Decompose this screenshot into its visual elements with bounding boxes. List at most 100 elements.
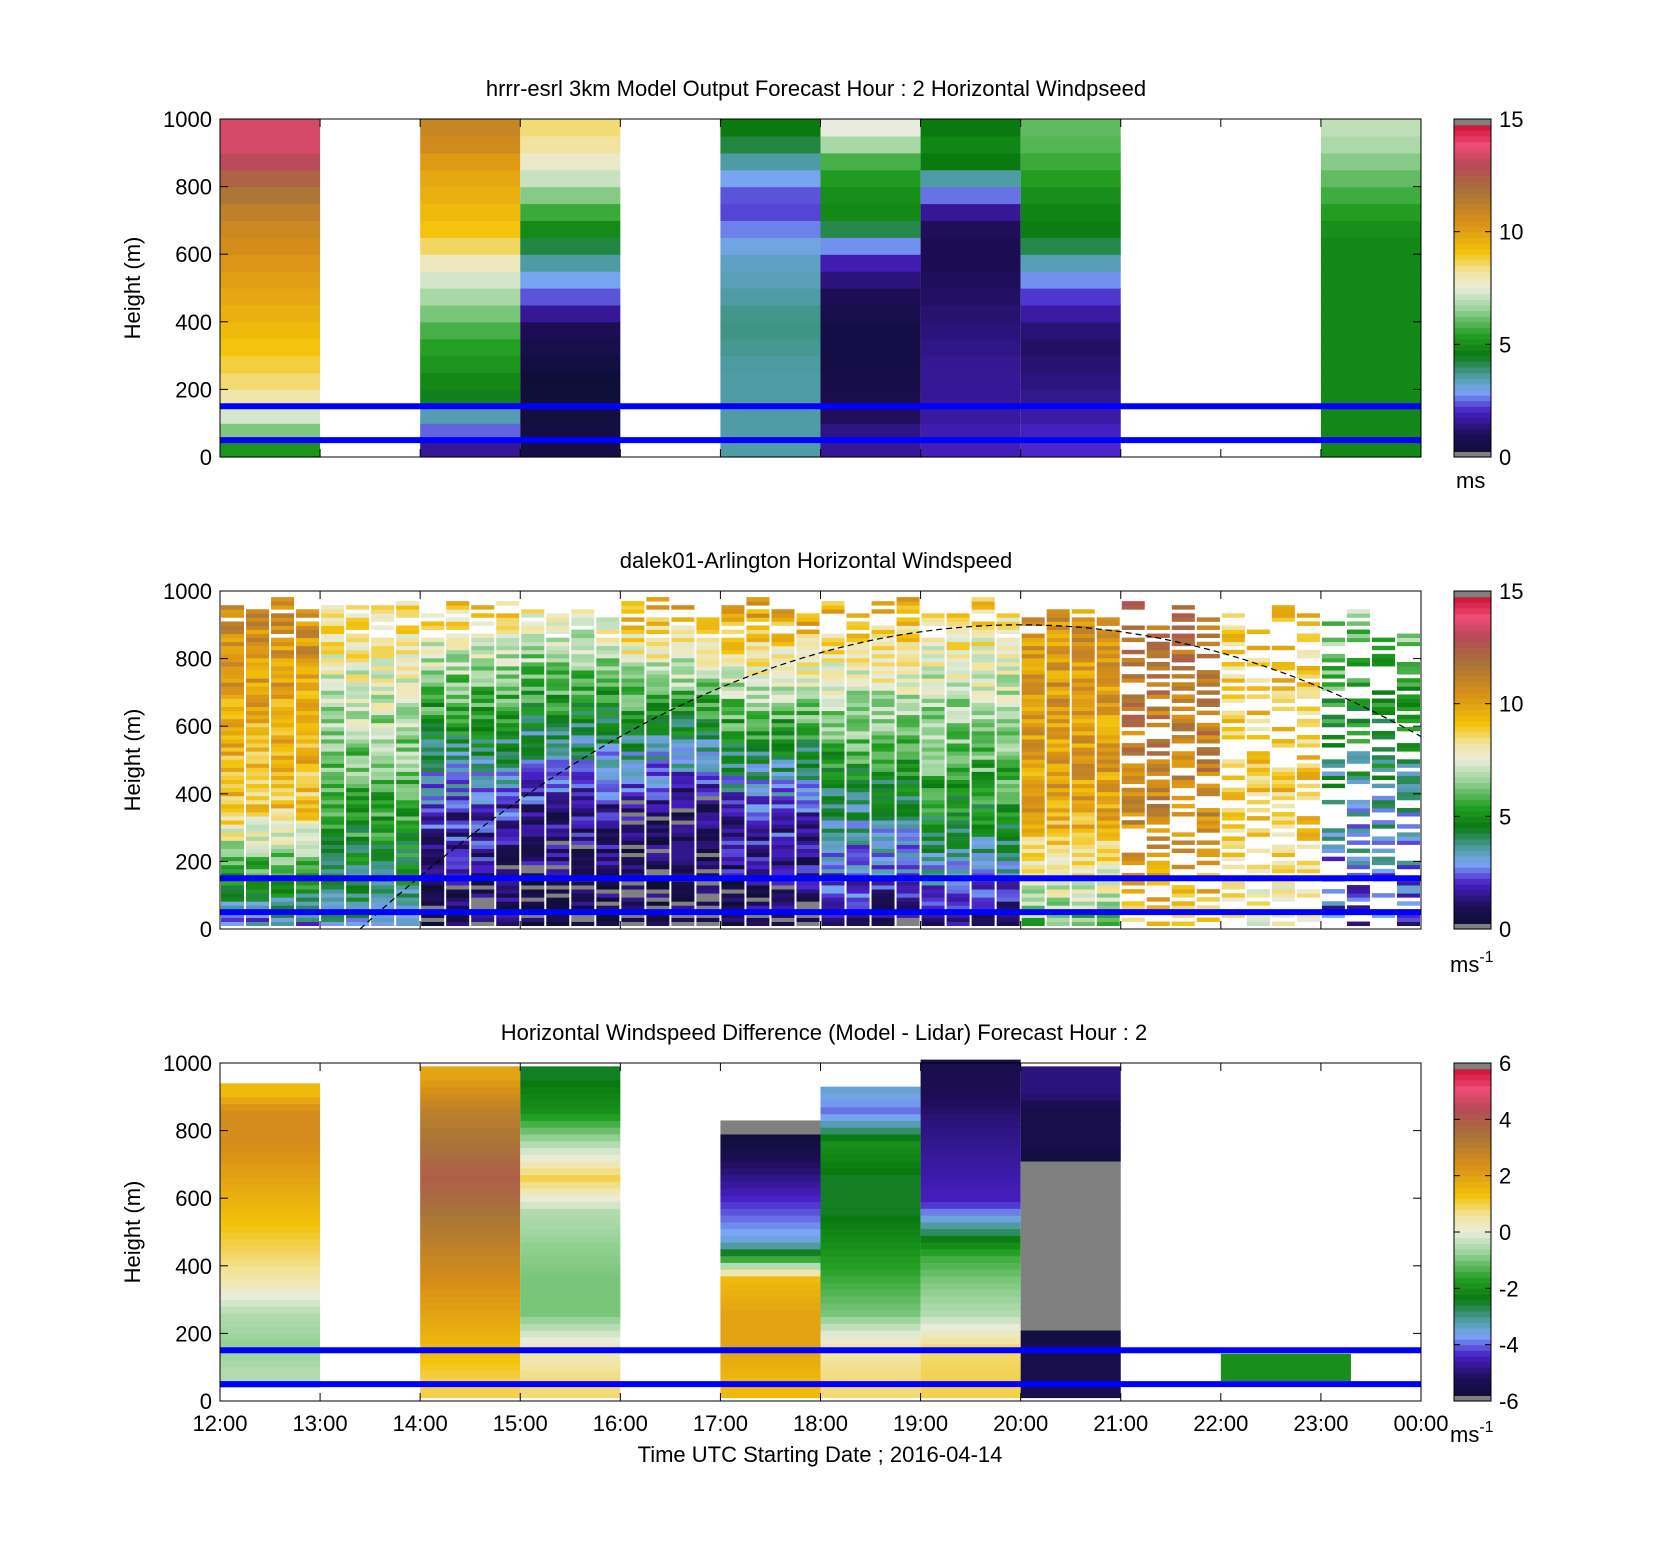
heatmap-cell	[921, 743, 945, 748]
heatmap-cell	[1271, 783, 1295, 789]
heatmap-cell	[971, 820, 995, 825]
heatmap-cell	[946, 852, 970, 858]
heatmap-cell	[421, 820, 445, 825]
heatmap-cell	[721, 657, 745, 663]
heatmap-cell	[1271, 726, 1295, 732]
heatmap-cell	[921, 872, 945, 878]
heatmap-cell	[1220, 1360, 1351, 1368]
heatmap-cell	[946, 657, 970, 663]
heatmap-cell	[421, 698, 445, 703]
colorbar-segment	[1454, 1215, 1491, 1222]
heatmap-cell	[646, 694, 670, 699]
heatmap-cell	[921, 921, 945, 927]
heatmap-cell	[796, 702, 820, 707]
heatmap-cell	[1071, 743, 1095, 748]
heatmap-cell	[771, 820, 795, 825]
heatmap-cell	[471, 872, 495, 878]
heatmap-cell	[1146, 921, 1170, 927]
heatmap-cell	[996, 775, 1020, 781]
heatmap-cell	[1021, 734, 1045, 740]
heatmap-cell	[720, 1275, 821, 1284]
heatmap-cell	[896, 848, 920, 854]
heatmap-cell	[1246, 710, 1270, 716]
heatmap-cell	[746, 674, 770, 679]
heatmap-cell	[871, 710, 895, 716]
heatmap-cell	[220, 169, 321, 188]
heatmap-cell	[646, 678, 670, 683]
heatmap-cell	[971, 767, 995, 772]
heatmap-cell	[296, 702, 320, 707]
heatmap-cell	[996, 917, 1020, 922]
heatmap-cell	[871, 868, 895, 874]
heatmap-cell	[646, 775, 670, 781]
heatmap-cell	[1046, 775, 1070, 781]
heatmap-cell	[1020, 1106, 1121, 1115]
heatmap-cell	[446, 807, 470, 813]
heatmap-cell	[1371, 848, 1395, 854]
heatmap-cell	[446, 795, 470, 801]
heatmap-cell	[246, 633, 270, 639]
heatmap-cell	[521, 670, 545, 675]
heatmap-cell	[471, 775, 495, 781]
heatmap-cell	[696, 714, 720, 720]
heatmap-cell	[1396, 743, 1420, 748]
heatmap-cell	[996, 840, 1020, 845]
heatmap-cell	[746, 763, 770, 768]
heatmap-cell	[346, 706, 370, 712]
heatmap-cell	[1021, 698, 1045, 703]
heatmap-cell	[1271, 609, 1295, 614]
heatmap-cell	[221, 698, 245, 703]
heatmap-cell	[1271, 613, 1295, 618]
colorbar-segment	[1454, 855, 1491, 862]
heatmap-cell	[1021, 751, 1045, 756]
heatmap-cell	[420, 1154, 521, 1162]
heatmap-cell	[1321, 828, 1345, 833]
heatmap-cell	[346, 881, 370, 886]
heatmap-cell	[221, 901, 245, 906]
colorbar-segment	[1454, 242, 1491, 250]
heatmap-cell	[1046, 893, 1070, 898]
heatmap-cell	[421, 649, 445, 655]
heatmap-cell	[920, 1106, 1021, 1115]
heatmap-cell	[371, 779, 395, 785]
heatmap-cell	[446, 803, 470, 809]
heatmap-cell	[820, 220, 921, 238]
heatmap-cell	[496, 799, 520, 805]
heatmap-cell	[1071, 747, 1095, 752]
heatmap-cell	[671, 840, 695, 845]
heatmap-cell	[746, 730, 770, 736]
heatmap-cell	[220, 1333, 321, 1341]
heatmap-cell	[1096, 799, 1120, 805]
heatmap-cell	[721, 674, 745, 679]
heatmap-cell	[621, 649, 645, 655]
heatmap-cell	[646, 799, 670, 805]
heatmap-cell	[1271, 666, 1295, 671]
heatmap-cell	[920, 1296, 1021, 1304]
heatmap-cell	[971, 734, 995, 740]
heatmap-cell	[571, 633, 595, 639]
heatmap-cell	[1271, 767, 1295, 772]
heatmap-cell	[221, 836, 245, 841]
heatmap-cell	[521, 641, 545, 647]
colorbar-segment	[1454, 838, 1491, 846]
heatmap-cell	[371, 690, 395, 695]
colorbar-segment	[1454, 338, 1491, 345]
heatmap-cell	[396, 872, 420, 878]
heatmap-cell	[821, 832, 845, 837]
heatmap-cell	[1096, 852, 1120, 858]
heatmap-cell	[820, 203, 921, 221]
heatmap-cell	[846, 686, 870, 691]
heatmap-cell	[596, 881, 620, 886]
heatmap-cell	[621, 783, 645, 789]
heatmap-cell	[371, 613, 395, 618]
heatmap-cell	[1021, 739, 1045, 744]
heatmap-cell	[1321, 832, 1345, 837]
heatmap-cell	[1020, 372, 1121, 390]
heatmap-cell	[721, 905, 745, 910]
heatmap-cell	[396, 820, 420, 825]
heatmap-cell	[396, 901, 420, 906]
heatmap-cell	[821, 844, 845, 849]
heatmap-cell	[546, 836, 570, 841]
heatmap-cell	[1321, 913, 1345, 918]
